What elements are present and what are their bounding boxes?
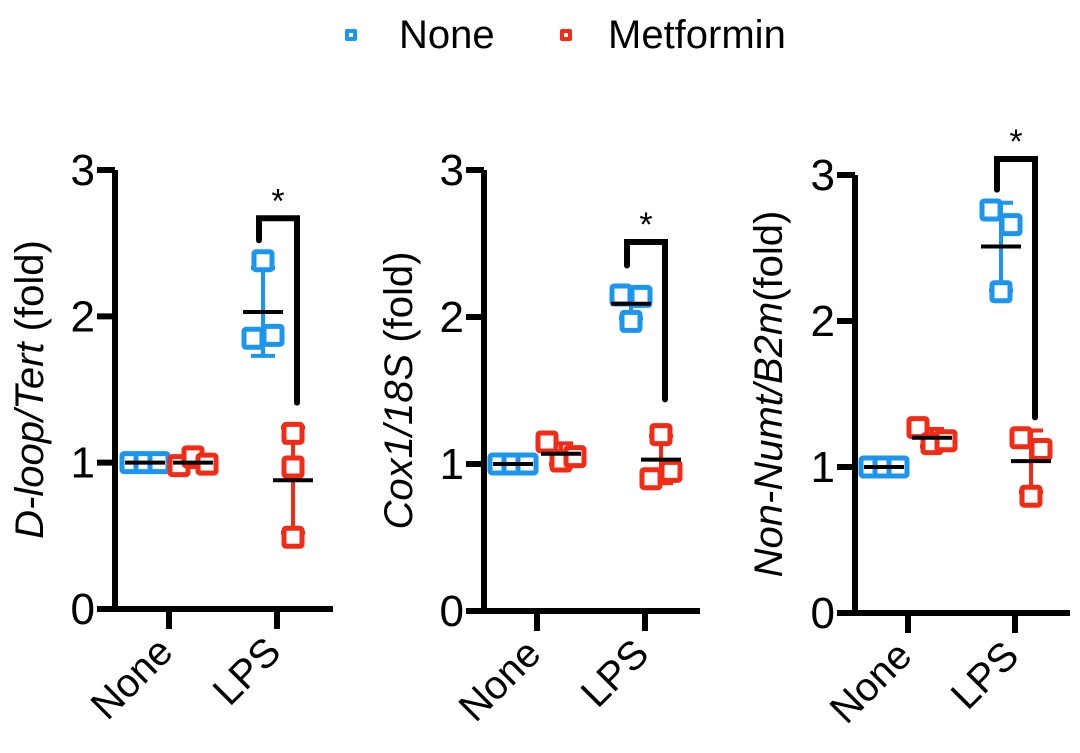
panel-2: 0 1 2 3 None LPS Cox1/18S (fold) * xyxy=(377,146,700,730)
legend-label-none: None xyxy=(399,13,495,57)
data-point xyxy=(989,280,1013,304)
x-tick-label: LPS xyxy=(573,631,658,716)
data-point xyxy=(281,525,305,549)
y-tick-label: 0 xyxy=(71,585,95,634)
x-tick-label: LPS xyxy=(205,629,290,714)
legend-item-metformin: Metformin xyxy=(560,10,786,60)
data-point xyxy=(639,467,663,491)
data-point xyxy=(934,429,958,453)
data-point xyxy=(261,323,285,347)
significance-bracket xyxy=(256,215,300,406)
x-tick-label: None xyxy=(451,631,550,730)
data-point xyxy=(999,213,1023,237)
y-axis-label-part: Non-Numt/B2m xyxy=(747,302,791,578)
data-point xyxy=(649,423,673,447)
y-axis-label: Cox1/18S (fold) xyxy=(377,252,421,530)
data-point xyxy=(241,326,265,350)
panel-1: 0 1 2 3 None LPS D-loop/Tert (fold) * xyxy=(8,146,333,728)
y-tick-label: 0 xyxy=(811,589,835,638)
y-tick-label: 2 xyxy=(71,292,95,341)
y-axis-label-part: Cox1/18S xyxy=(377,353,421,529)
y-tick-label: 1 xyxy=(440,440,464,489)
data-point xyxy=(659,459,683,483)
y-axis-label-part: D-loop/Tert xyxy=(8,341,52,539)
data-point xyxy=(1009,426,1033,450)
x-tick-label: None xyxy=(822,633,921,732)
panel-3: 0 1 2 3 None LPS Non-Numt/B2m(fold) * xyxy=(747,123,1070,732)
significance-star: * xyxy=(1009,123,1022,161)
data-point xyxy=(1019,484,1043,508)
significance-star: * xyxy=(639,206,652,244)
x-tick-label: LPS xyxy=(943,633,1028,718)
significance-bracket xyxy=(994,155,1038,421)
data-point xyxy=(619,309,643,333)
data-point xyxy=(251,249,275,273)
y-tick-label: 3 xyxy=(71,146,95,195)
y-tick-label: 2 xyxy=(440,293,464,342)
y-axis-label: Non-Numt/B2m(fold) xyxy=(747,211,791,578)
y-axis-label-part: (fold) xyxy=(8,240,52,342)
significance-bracket xyxy=(624,239,668,403)
data-point xyxy=(535,430,559,454)
data-point xyxy=(281,455,305,479)
y-tick-label: 3 xyxy=(440,146,464,195)
y-tick-label: 1 xyxy=(811,443,835,492)
y-axis-label-part: (fold) xyxy=(377,252,421,354)
x-tick-label: None xyxy=(83,629,182,728)
legend: None Metformin xyxy=(0,10,1080,60)
data-point xyxy=(1029,437,1053,461)
y-tick-label: 2 xyxy=(811,297,835,346)
data-point xyxy=(281,421,305,445)
y-tick-label: 0 xyxy=(440,587,464,636)
data-point xyxy=(979,198,1003,222)
legend-marker-metformin xyxy=(560,29,572,41)
y-tick-label: 3 xyxy=(811,151,835,200)
legend-item-none: None xyxy=(345,10,495,60)
legend-marker-none xyxy=(345,29,357,41)
significance-star: * xyxy=(271,182,284,220)
legend-label-metformin: Metformin xyxy=(608,13,786,57)
y-axis-label: D-loop/Tert (fold) xyxy=(8,240,52,539)
y-tick-label: 1 xyxy=(71,439,95,488)
data-point xyxy=(609,283,633,307)
data-point xyxy=(563,445,587,469)
y-axis-label-part: (fold) xyxy=(747,211,791,302)
